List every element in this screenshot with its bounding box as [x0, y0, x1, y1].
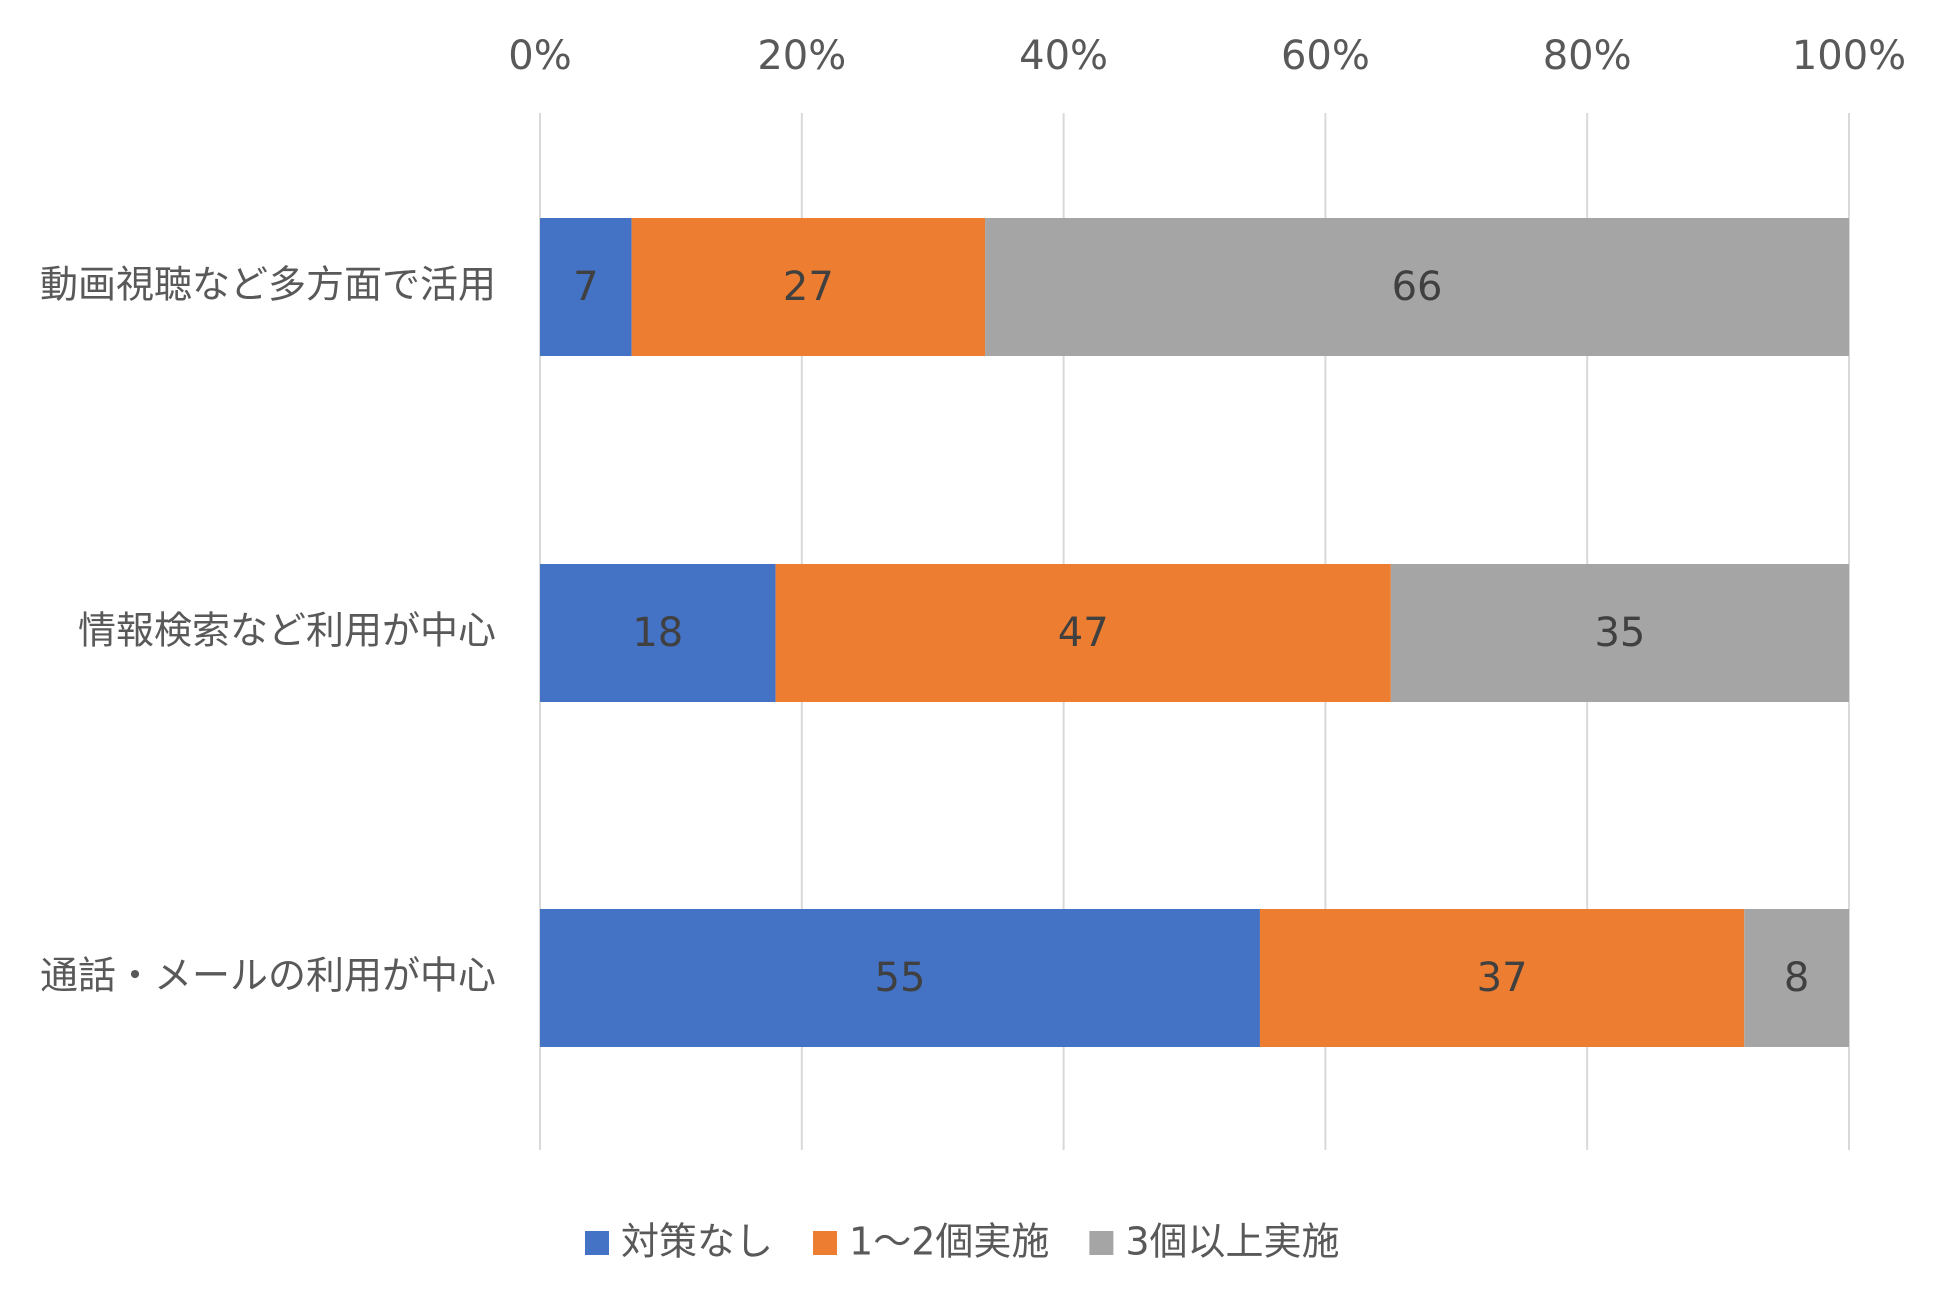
category-label: 動画視聴など多方面で活用 [40, 263, 496, 307]
legend-label: 3個以上実施 [1125, 1220, 1339, 1264]
data-label: 35 [1594, 610, 1645, 656]
data-label: 7 [573, 264, 598, 310]
legend-label: 1～2個実施 [849, 1220, 1049, 1264]
bar-segment [1259, 909, 1745, 1047]
bar-segment [985, 218, 1849, 356]
bar-segment [1390, 564, 1849, 702]
legend-swatch [585, 1231, 609, 1255]
legend-swatch [1089, 1231, 1114, 1255]
category-label: 情報検索など利用が中心 [78, 609, 496, 653]
category-label: 通話・メールの利用が中心 [40, 954, 496, 998]
data-label: 8 [1784, 955, 1809, 1001]
data-labels: 7 27 66 18 47 35 55 37 8 [573, 264, 1809, 1001]
x-tick-label: 20% [757, 33, 846, 79]
legend-label: 対策なし [621, 1220, 773, 1264]
legend: 対策なし 1～2個実施 3個以上実施 [585, 1220, 1340, 1264]
data-label: 55 [875, 955, 926, 1001]
data-label: 37 [1477, 955, 1528, 1001]
x-tick-label: 60% [1281, 33, 1370, 79]
data-label: 47 [1058, 610, 1109, 656]
data-label: 66 [1392, 264, 1443, 310]
bar-segment [631, 218, 986, 356]
bar-segment [540, 564, 776, 702]
x-tick-label: 40% [1019, 33, 1108, 79]
bar-segment [775, 564, 1391, 702]
x-tick-label: 80% [1543, 33, 1632, 79]
bar-segment [540, 218, 632, 356]
legend-swatch [813, 1231, 838, 1255]
data-label: 27 [783, 264, 834, 310]
data-label: 18 [632, 610, 683, 656]
x-tick-label: 0% [508, 33, 571, 79]
x-tick-label: 100% [1792, 33, 1906, 79]
bar-segment [540, 909, 1260, 1047]
plot-bars [540, 218, 1849, 1047]
x-axis-ticks: 0% 20% 40% 60% 80% 100% [508, 33, 1906, 79]
bar-segment [1744, 909, 1849, 1047]
